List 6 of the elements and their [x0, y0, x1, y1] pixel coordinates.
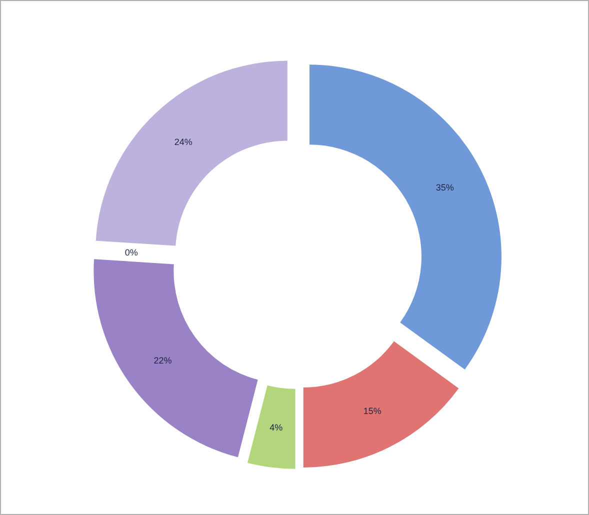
data-label: 24%	[174, 136, 192, 147]
data-label: 15%	[363, 406, 382, 416]
data-label: 4%	[270, 422, 283, 433]
data-label: 22%	[154, 356, 172, 366]
text: 0%	[124, 248, 138, 258]
data-label: 35%	[436, 182, 454, 193]
